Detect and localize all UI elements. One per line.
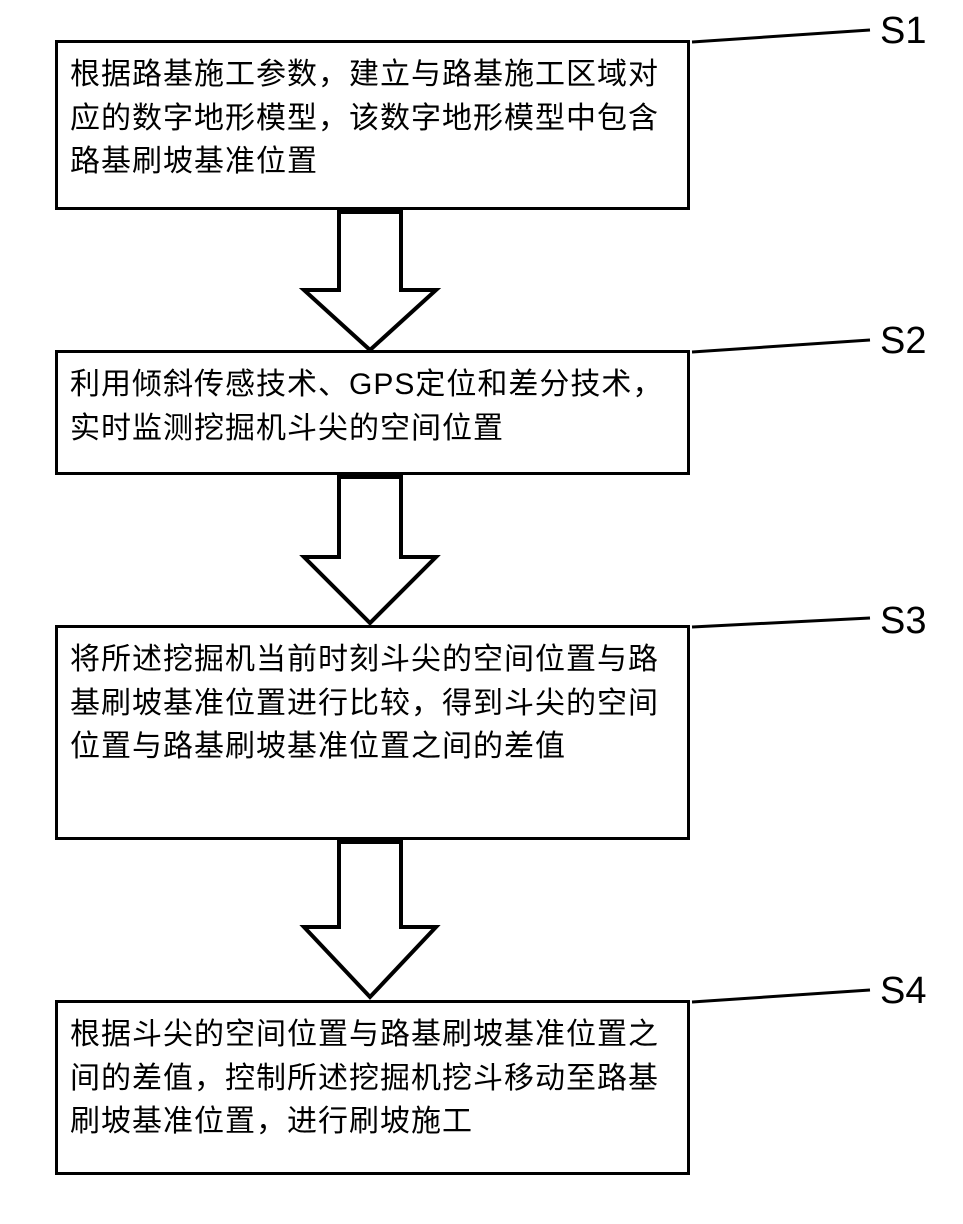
step-s2-box: 利用倾斜传感技术、GPS定位和差分技术，实时监测挖掘机斗尖的空间位置 [55,350,690,475]
step-s1-box: 根据路基施工参数，建立与路基施工区域对应的数字地形模型，该数字地形模型中包含路基… [55,40,690,210]
flowchart-canvas: 根据路基施工参数，建立与路基施工区域对应的数字地形模型，该数字地形模型中包含路基… [0,0,963,1224]
step-s4-box: 根据斗尖的空间位置与路基刷坡基准位置之间的差值，控制所述挖掘机挖斗移动至路基刷坡… [55,1000,690,1175]
label-s2: S2 [880,320,926,363]
step-s2-text: 利用倾斜传感技术、GPS定位和差分技术，实时监测挖掘机斗尖的空间位置 [70,363,675,450]
step-s3-box: 将所述挖掘机当前时刻斗尖的空间位置与路基刷坡基准位置进行比较，得到斗尖的空间位置… [55,625,690,840]
step-s3-text: 将所述挖掘机当前时刻斗尖的空间位置与路基刷坡基准位置进行比较，得到斗尖的空间位置… [70,638,675,769]
step-s1-text: 根据路基施工参数，建立与路基施工区域对应的数字地形模型，该数字地形模型中包含路基… [70,53,675,184]
step-s4-text: 根据斗尖的空间位置与路基刷坡基准位置之间的差值，控制所述挖掘机挖斗移动至路基刷坡… [70,1013,675,1144]
label-s1: S1 [880,10,926,53]
label-s4: S4 [880,970,926,1013]
label-s3: S3 [880,600,926,643]
